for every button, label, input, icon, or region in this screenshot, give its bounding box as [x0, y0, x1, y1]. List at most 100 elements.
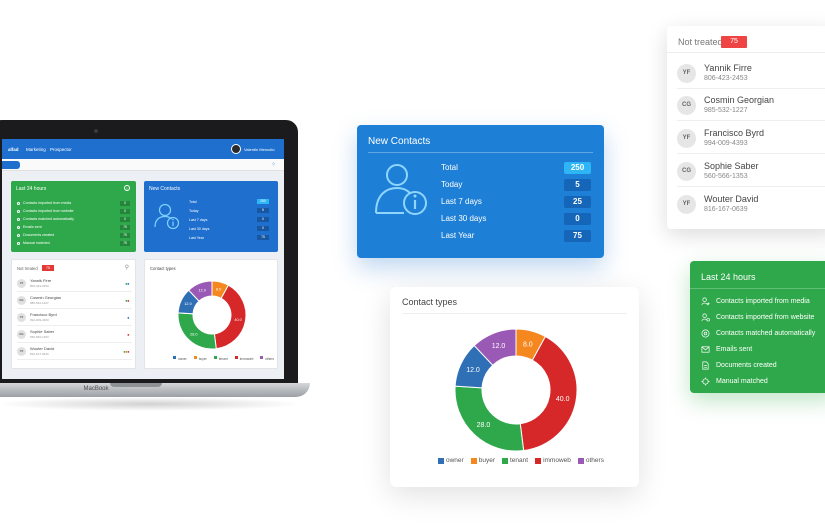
slice-others[interactable] — [188, 280, 213, 302]
avatar: YF — [677, 129, 696, 148]
chart-title: Contact types — [402, 297, 458, 307]
slice-label-others: 12.0 — [492, 343, 506, 350]
new-contacts-title: New Contacts — [368, 136, 431, 147]
avatar[interactable] — [231, 144, 241, 154]
legend-item-tenant[interactable]: tenant — [213, 353, 231, 361]
envelope-icon — [701, 346, 710, 353]
nc-value-30days: 0 — [564, 213, 591, 225]
last24-label: Manual matched — [716, 378, 768, 385]
screen-last24-title: Last 24 hours — [16, 186, 47, 192]
list-item[interactable]: YF Wouter David 816-167-0639 — [677, 188, 825, 220]
legend-swatch — [470, 457, 477, 464]
legend-label: tenant — [218, 357, 228, 361]
divider — [667, 52, 825, 53]
person-name: Francisco Byrd — [704, 128, 765, 138]
row-label: Emails sent — [23, 225, 42, 229]
avatar: CG — [17, 296, 26, 305]
row-label: Documents created — [23, 233, 55, 237]
legend-label: others — [585, 457, 604, 464]
list-item[interactable]: YF Francisco Byrd 994-009-4393 ● — [17, 309, 132, 326]
list-item[interactable]: CG Sophie Saber 560-566-1353 — [677, 155, 825, 187]
avatar: YF — [677, 195, 696, 214]
avatar: CG — [677, 96, 696, 115]
nc-label: Last 30 days — [189, 227, 210, 231]
nc-label-7days: Last 7 days — [441, 197, 482, 206]
slice-tenant[interactable] — [454, 385, 525, 452]
nc-value: 0 — [257, 226, 269, 231]
last24-row: Manual matched — [701, 377, 768, 386]
slice-label-others: 12.0 — [199, 289, 206, 293]
crosshair-icon — [701, 377, 710, 386]
legend-item-immoweb[interactable]: immoweb — [234, 353, 256, 361]
screen-tab[interactable] — [2, 161, 20, 169]
document-icon — [702, 361, 709, 370]
person-phone: 816-167-0639 — [30, 352, 49, 356]
person-name: Yannik Firre — [30, 278, 52, 283]
last24-row: Contacts matched automatically — [701, 329, 815, 338]
row-icon — [17, 225, 20, 229]
legend-item-tenant[interactable]: tenant — [501, 457, 528, 464]
laptop-brand: MacBook — [83, 386, 109, 392]
user-plus-icon — [701, 297, 710, 306]
person-phone: 560-566-1353 — [704, 173, 748, 180]
slice-label-tenant: 28.0 — [477, 422, 491, 429]
legend-item-owner[interactable]: owner — [173, 353, 190, 361]
list-item[interactable]: CG Cosmin Georgian 985-532-1227 — [677, 89, 825, 121]
user-add-icon[interactable]: ⚲ — [124, 265, 129, 271]
slice-others[interactable] — [473, 328, 517, 366]
nav-item-marketing[interactable]: Marketing — [26, 147, 46, 152]
person-phone: 816-167-0639 — [704, 206, 748, 213]
last24-row: Documents created — [701, 361, 777, 370]
last24-label: Contacts matched automatically — [716, 330, 816, 337]
legend-label: owner — [446, 457, 464, 464]
dots-icon: ● — [127, 332, 129, 337]
list-item[interactable]: YF Yannik Firre 806-423-2453 ●● — [17, 275, 132, 292]
avatar: YF — [17, 313, 26, 322]
user-name[interactable]: Valentin Mercutio — [244, 147, 275, 152]
grid-icon[interactable]: ⁘ — [271, 162, 277, 168]
slice-label-owner: 12.0 — [184, 302, 191, 306]
row-count: 0 — [120, 217, 130, 222]
list-item[interactable]: YF Francisco Byrd 994-009-4393 — [677, 122, 825, 154]
not-treated-card: Not treated 75 YF Yannik Firre 806-423-2… — [667, 26, 825, 229]
person-name: Cosmin Georgian — [30, 295, 62, 300]
nav-item-prospector[interactable]: Prospector — [50, 147, 72, 152]
list-item[interactable]: YF Wouter David 816-167-0639 ●●● — [17, 343, 132, 360]
last24-row: Contacts imported from media — [701, 297, 810, 306]
person-phone: 985-532-1227 — [704, 107, 748, 114]
divider — [690, 288, 825, 289]
avatar: CG — [17, 330, 26, 339]
legend-item-others[interactable]: others — [577, 457, 604, 464]
row-label: Manual matched — [23, 241, 50, 245]
list-item[interactable]: CG Cosmin Georgian 985-532-1227 ●● — [17, 292, 132, 309]
screen-last24-row: Manual matched — [17, 241, 50, 245]
row-count: 0 — [120, 201, 130, 206]
legend-label: buyer — [478, 457, 495, 464]
legend-swatch — [535, 457, 542, 464]
legend-item-immoweb[interactable]: immoweb — [535, 457, 571, 464]
mini-chart-legend: owner buyer tenant immoweb others — [173, 353, 277, 361]
row-icon — [17, 233, 20, 237]
legend-item-buyer[interactable]: buyer — [193, 353, 210, 361]
legend-swatch — [577, 457, 584, 464]
slice-tenant[interactable] — [177, 312, 217, 350]
dots-icon: ●● — [125, 298, 129, 303]
row-count: 0 — [120, 209, 130, 214]
row-icon — [17, 201, 20, 205]
slice-immoweb[interactable] — [519, 335, 578, 452]
last24-label: Emails sent — [716, 346, 753, 353]
avatar: YF — [17, 347, 26, 356]
list-item[interactable]: YF Yannik Firre 806-423-2453 — [677, 57, 825, 89]
row-label: Contacts imported from website — [23, 209, 74, 213]
nc-label-total: Total — [441, 163, 458, 172]
nav-item-alfad[interactable]: alfad — [8, 147, 19, 152]
legend-item-others[interactable]: others — [260, 353, 277, 361]
nc-value-total: 250 — [564, 162, 591, 174]
divider — [368, 152, 593, 153]
row-icon — [17, 241, 20, 245]
legend-item-owner[interactable]: owner — [438, 457, 464, 464]
legend-item-buyer[interactable]: buyer — [470, 457, 495, 464]
screen-last24-card: Last 24 hours i Contacts imported from m… — [11, 181, 136, 252]
info-icon[interactable]: i — [124, 185, 130, 191]
list-item[interactable]: CG Sophie Saber 560-566-1353 ● — [17, 326, 132, 343]
